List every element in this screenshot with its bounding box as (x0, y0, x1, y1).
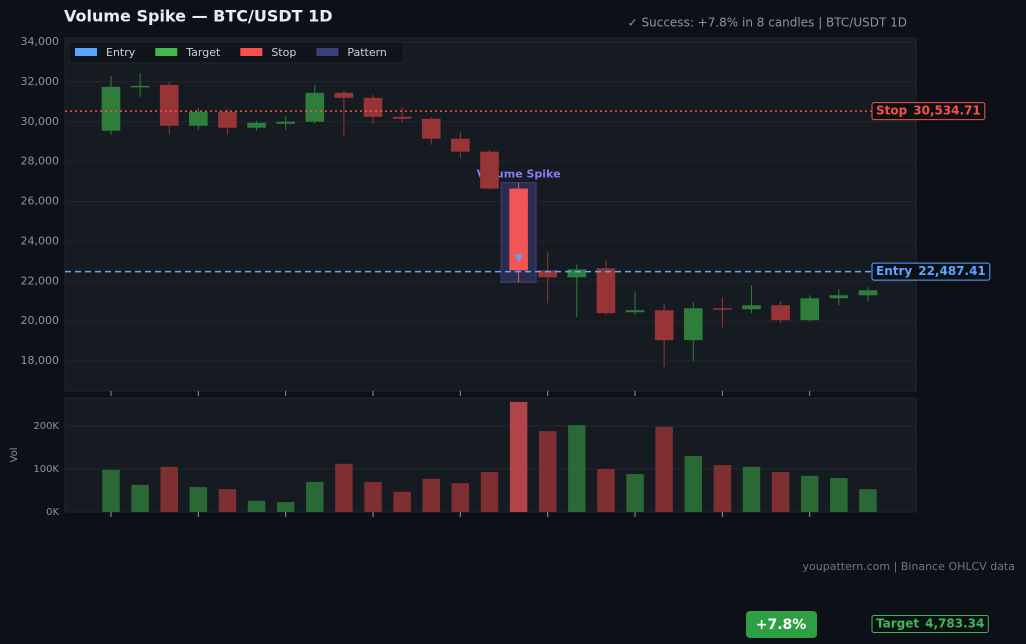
candle-body (713, 308, 732, 310)
footer: youpattern.com | Binance OHLCV data (803, 560, 1015, 573)
volume-bar (276, 502, 295, 512)
volume-bar (189, 487, 208, 512)
chart-title: Volume Spike — BTC/USDT 1D (64, 7, 333, 26)
y-tick-label: 26,000 (21, 195, 60, 208)
volume-bar (247, 500, 266, 512)
badge: +7.8% (756, 617, 807, 633)
y-tick-label: 30,000 (21, 115, 60, 128)
candle-body (538, 270, 558, 278)
candle-body (742, 305, 761, 310)
volume-bar (597, 468, 615, 512)
candle-body (829, 295, 849, 299)
volume-bar (713, 465, 732, 512)
legend-label: Target (185, 46, 221, 59)
volume-bar (480, 471, 499, 512)
candle-body (247, 122, 266, 128)
y-tick-label: 28,000 (21, 155, 60, 168)
candle-body (771, 305, 790, 321)
volume-bar (131, 484, 149, 512)
badge-bg (746, 611, 817, 638)
subtitle: ✓ Success: +7.8% in 8 candles | BTC/USDT… (628, 16, 907, 30)
price-panel (64, 37, 917, 392)
volume-bar (859, 489, 877, 512)
candle-body (218, 111, 237, 128)
y-tick-label: 18,000 (21, 354, 60, 367)
legend-label: Entry (106, 46, 136, 59)
legend-swatch (155, 48, 178, 56)
level-name: Target (876, 617, 919, 631)
candle-body (451, 138, 470, 152)
candle-body (101, 86, 121, 131)
candle-body (334, 92, 354, 98)
level-box (871, 615, 989, 633)
candle-body (654, 310, 674, 341)
candle-body (596, 268, 616, 314)
candle-body (363, 97, 383, 117)
volume-bar (655, 426, 673, 512)
candle-body (480, 151, 499, 189)
entry-marker (514, 254, 523, 262)
y-tick-label: 24,000 (21, 234, 60, 247)
candle-body (683, 308, 703, 341)
candle-body (625, 310, 645, 313)
volume-bar (771, 471, 790, 512)
candle-body (130, 85, 150, 88)
y-tick-label: 100K (33, 464, 59, 475)
y-tick-label: 200K (33, 421, 59, 432)
legend-swatch (75, 48, 97, 56)
y-tick-label: 22,000 (21, 274, 60, 287)
legend-label: Stop (271, 46, 296, 59)
volume-bar (160, 466, 178, 512)
candle-body (189, 111, 208, 126)
candle-body (567, 269, 587, 278)
y-tick-label: 20,000 (21, 314, 60, 327)
legend-swatch (316, 48, 339, 56)
candle-body (509, 188, 528, 271)
volume-bar (830, 478, 848, 512)
level-value: 30,534.71 (913, 104, 981, 118)
candle-body (392, 116, 412, 119)
volume-bar (684, 456, 703, 512)
y-tick-label: 34,000 (21, 35, 60, 48)
level-box (871, 102, 986, 121)
volume-bar (306, 481, 324, 512)
volume-bar (568, 425, 586, 512)
y-axis-label: Vol (9, 448, 20, 463)
volume-bar (509, 401, 528, 512)
volume-bar (801, 475, 819, 512)
candle-body (800, 298, 820, 321)
y-tick-label: 0K (46, 507, 59, 518)
level-value: 22,487.41 (918, 264, 986, 278)
volume-bar (451, 483, 470, 512)
volume-bar (102, 469, 120, 512)
volume-bar (393, 491, 411, 512)
y-tick-label: 32,000 (21, 75, 60, 88)
volume-bar (335, 463, 353, 512)
volume-bar (422, 478, 440, 512)
level-name: Entry (876, 264, 912, 278)
level-name: Stop (876, 104, 908, 118)
candle-body (421, 118, 441, 139)
level-box (871, 262, 991, 281)
level-value: 4,783.34 (925, 617, 984, 631)
candle-body (858, 290, 878, 296)
candle-body (276, 121, 295, 124)
volume-bar (364, 481, 382, 512)
legend-label: Pattern (347, 46, 387, 59)
legend-swatch (240, 48, 263, 56)
volume-bar (538, 431, 557, 512)
volume-bar (218, 489, 237, 512)
legend-box (68, 41, 405, 64)
volume-bar (742, 466, 761, 512)
candle-body (159, 84, 179, 126)
candle-body (305, 92, 325, 122)
volume-bar (626, 474, 644, 512)
